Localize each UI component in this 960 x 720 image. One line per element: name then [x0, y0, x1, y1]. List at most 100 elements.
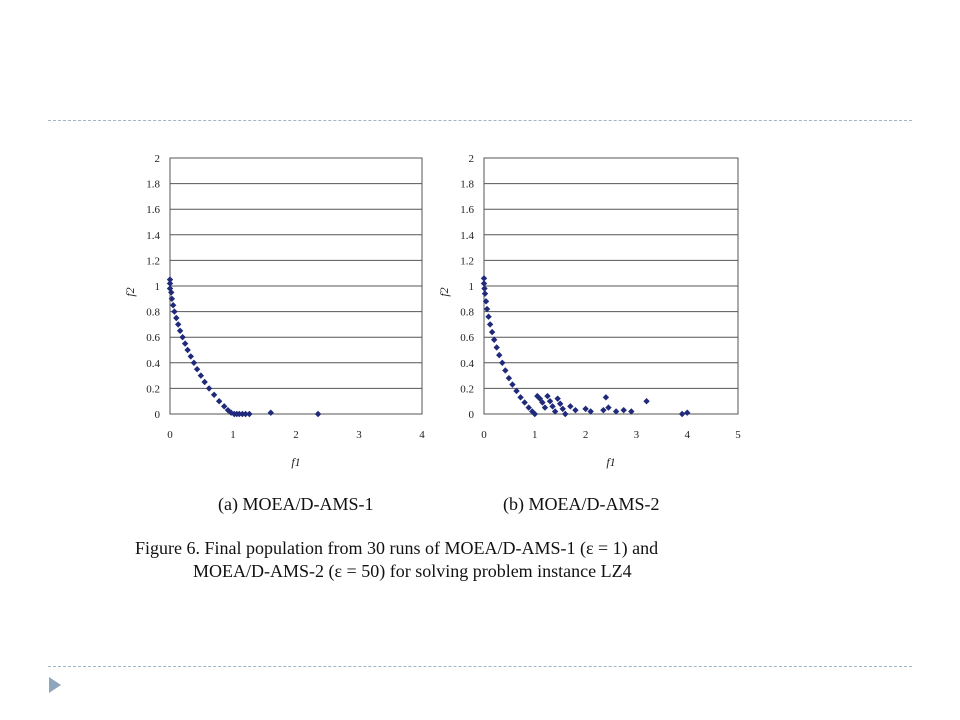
data-point: [187, 353, 194, 360]
data-point: [181, 340, 189, 347]
data-point: [517, 394, 524, 401]
y-tick-label: 1.8: [460, 179, 474, 191]
data-point: [220, 403, 228, 410]
data-point: [499, 359, 506, 366]
y-tick-label: 0: [469, 409, 475, 421]
y-tick-label: 1: [155, 281, 161, 293]
data-point: [179, 334, 186, 341]
data-point: [546, 398, 554, 405]
y-tick-label: 0.4: [460, 358, 474, 370]
data-point: [242, 410, 249, 418]
y-tick-label: 1.2: [146, 255, 160, 267]
x-tick-label: 3: [634, 429, 640, 441]
data-point: [168, 295, 176, 302]
subcaption-b: (b) MOEA/D-AMS-2: [503, 494, 660, 514]
figure-caption-line-2: MOEA/D-AMS-2 (ε = 50) for solving proble…: [193, 561, 632, 581]
y-tick-label: 0.8: [460, 307, 474, 319]
x-tick-label: 4: [419, 429, 425, 441]
data-point: [490, 336, 498, 343]
data-point: [205, 385, 213, 392]
data-point: [509, 381, 516, 388]
y-axis-label: f2: [123, 287, 137, 296]
y-tick-label: 0.8: [146, 307, 160, 319]
data-point: [166, 285, 174, 292]
data-point: [176, 327, 184, 334]
data-point: [513, 387, 520, 395]
data-point: [171, 308, 178, 315]
x-tick-label: 1: [532, 429, 538, 441]
y-tick-label: 1: [469, 281, 475, 293]
subcaption-a: (a) MOEA/D-AMS-1: [218, 494, 374, 514]
y-tick-label: 1.6: [146, 204, 160, 216]
data-point: [215, 398, 223, 405]
data-point: [201, 378, 208, 386]
chart-a: 0 0.2 0.4 0.6 0.8 1 1.2 1.4 1.6 1.8 2 0 1 2 3 4 f1 f2: [123, 153, 425, 469]
data-point: [587, 408, 594, 415]
x-tick-label: 3: [356, 429, 362, 441]
data-point: [184, 346, 191, 354]
x-tick-label: 5: [735, 429, 741, 441]
data-point: [482, 298, 490, 305]
y-tick-label: 2: [469, 153, 475, 165]
data-point: [493, 344, 500, 351]
data-point: [480, 280, 488, 287]
data-point: [486, 321, 494, 328]
data-point: [525, 404, 532, 411]
data-point: [554, 395, 561, 402]
data-point: [539, 399, 546, 406]
y-tick-label: 1.4: [460, 230, 474, 242]
y-tick-label: 0: [155, 409, 161, 421]
chart-b: 0 0.2 0.4 0.6 0.8 1 1.2 1.4 1.6 1.8 2 0 1 2 3 4 5 f1 f2: [437, 153, 741, 469]
data-point: [684, 409, 691, 416]
data-point: [544, 392, 551, 400]
data-point: [628, 408, 635, 415]
x-tick-label: 2: [293, 429, 299, 441]
data-point: [643, 398, 650, 405]
data-point: [480, 275, 488, 282]
x-tick-label: 2: [583, 429, 589, 441]
data-point: [502, 367, 509, 374]
data-point: [166, 280, 174, 287]
data-point: [572, 406, 579, 414]
data-point: [551, 408, 559, 415]
x-axis-label: f1: [606, 455, 615, 469]
data-point: [496, 351, 503, 359]
data-point: [168, 289, 175, 296]
data-point: [567, 403, 574, 410]
data-point: [190, 359, 198, 366]
y-tick-label: 1.2: [460, 255, 474, 267]
data-point: [505, 374, 513, 382]
data-point: [562, 410, 569, 418]
data-point: [174, 321, 182, 328]
data-point: [246, 410, 253, 418]
top-divider: [48, 120, 912, 121]
data-point: [541, 404, 549, 411]
data-point: [481, 290, 489, 297]
data-point: [620, 406, 627, 414]
x-tick-label: 0: [481, 429, 487, 441]
y-tick-label: 0.4: [146, 358, 160, 370]
data-point: [531, 410, 538, 418]
data-point: [210, 391, 218, 398]
data-point: [166, 276, 174, 283]
y-axis-label: f2: [437, 287, 451, 296]
bottom-divider: [48, 666, 912, 667]
data-point: [483, 305, 491, 313]
y-tick-label: 1.6: [460, 204, 474, 216]
data-point: [557, 400, 564, 407]
y-tick-label: 0.6: [146, 332, 160, 344]
data-point: [549, 403, 556, 410]
y-tick-label: 0.2: [460, 383, 474, 395]
data-point: [605, 404, 612, 411]
y-tick-label: 2: [155, 153, 161, 165]
slide-bullet-arrow-icon: [49, 677, 61, 693]
data-point: [521, 399, 528, 406]
data-point: [481, 285, 488, 292]
data-point: [612, 408, 620, 415]
y-tick-label: 0.2: [146, 383, 160, 395]
data-point: [678, 410, 686, 418]
data-point: [559, 405, 566, 413]
data-point: [193, 366, 201, 373]
x-tick-label: 1: [230, 429, 236, 441]
